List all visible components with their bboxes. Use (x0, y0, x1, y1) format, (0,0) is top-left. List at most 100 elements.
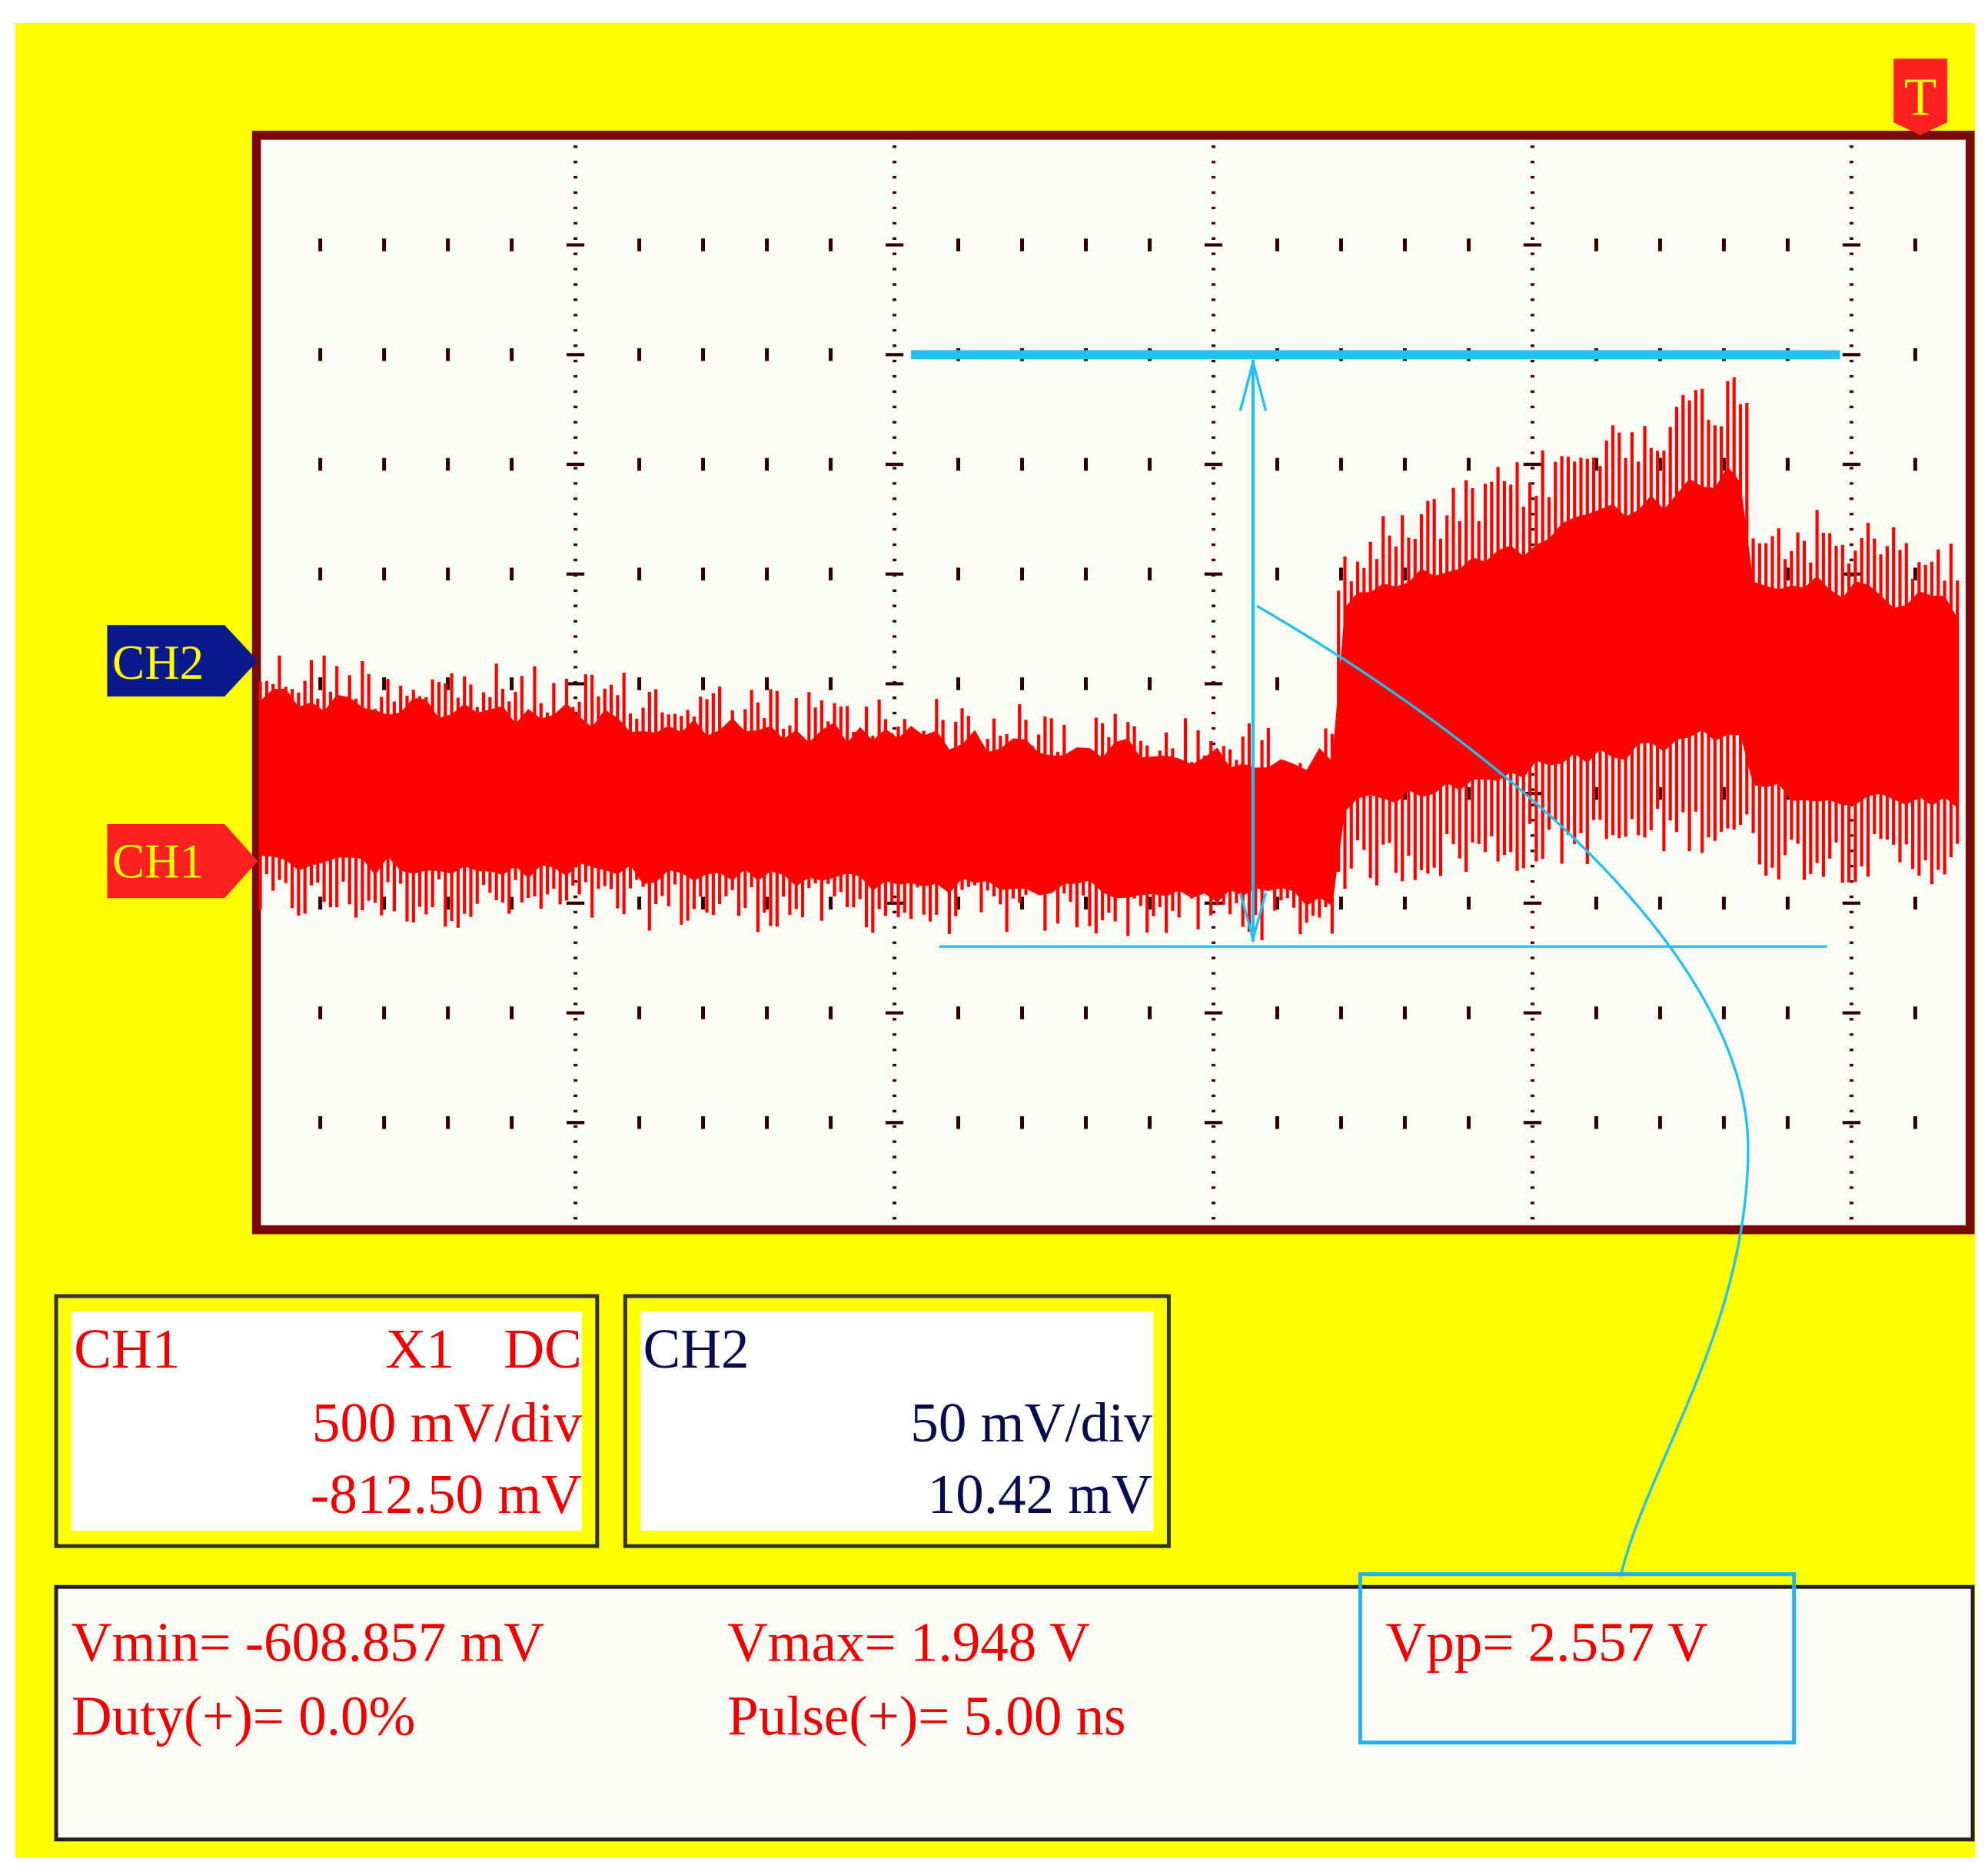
trigger-marker: T (1893, 58, 1947, 135)
measurement-panel: Vmin= -608.857 mV Vmax= 1.948 V Vpp= 2.5… (54, 1572, 1975, 1842)
grid-dot (1657, 238, 1662, 251)
grid-dot (510, 238, 514, 251)
grid-dot (1785, 567, 1790, 581)
grid-dot (510, 457, 514, 471)
grid-dot (1785, 457, 1790, 471)
grid-dot (701, 1115, 706, 1129)
vpp-highlight (1358, 1572, 1797, 1745)
grid-dot (1084, 238, 1088, 251)
grid-dot (1466, 896, 1471, 910)
grid-dot (1148, 896, 1152, 910)
grid-dot (1721, 1115, 1726, 1129)
grid-dot (1402, 457, 1407, 471)
grid-dot (637, 1006, 642, 1019)
ch1-marker-label: CH1 (112, 835, 204, 889)
grid-dot (446, 348, 450, 361)
ch2-panel-body (640, 1311, 1154, 1531)
grid-dot (1594, 1006, 1598, 1019)
ch1-coupling: DC (504, 1318, 581, 1380)
grid-dot (956, 677, 961, 690)
grid-dot (637, 677, 642, 690)
grid-dot (956, 1115, 961, 1129)
grid-dot (1275, 567, 1279, 581)
grid-dot (829, 457, 833, 471)
grid-dot (1657, 896, 1662, 910)
grid-dot (318, 567, 323, 581)
grid-dot (446, 238, 450, 251)
grid-dot (701, 348, 706, 361)
grid-dot (765, 348, 770, 361)
grid-dot (1913, 1006, 1917, 1019)
grid-dot (1275, 677, 1279, 690)
grid-dot (956, 896, 961, 910)
ch1-marker: CH1 (107, 823, 258, 899)
grid-dot (318, 457, 323, 471)
grid-dot (637, 457, 642, 471)
pulse-width: Pulse(+)= 5.00 ns (727, 1685, 1125, 1747)
callout-line (1256, 604, 1750, 1577)
grid-dot (318, 677, 323, 690)
grid-dot (1913, 567, 1917, 581)
grid-dot (701, 896, 706, 910)
grid-dot (1913, 348, 1917, 361)
grid-dot (1594, 896, 1598, 910)
ch1-panel: CH1 X1 DC 500 mV/div -812.50 mV (54, 1294, 600, 1548)
grid-dot (1338, 896, 1343, 910)
grid-dot (1148, 1115, 1152, 1129)
grid-dot (446, 457, 450, 471)
grid-dot (1148, 677, 1152, 690)
grid-dot (318, 348, 323, 361)
grid-dot (1402, 1006, 1407, 1019)
grid-dot (1338, 567, 1343, 581)
ch2-flag (107, 625, 258, 697)
grid-dot (1913, 238, 1917, 251)
cursors (911, 350, 1840, 1577)
grid-dot (701, 567, 706, 581)
ch1-flag (107, 823, 258, 899)
grid-dot (765, 896, 770, 910)
grid-dot (1275, 1006, 1279, 1019)
grid-dot (318, 1115, 323, 1129)
grid-dot (701, 677, 706, 690)
grid-dot (1594, 1115, 1598, 1129)
ch2-scale: 50 mV/div (910, 1391, 1152, 1454)
ch1-title: CH1 (74, 1318, 180, 1380)
grid-dot (1338, 238, 1343, 251)
ch2-title: CH2 (643, 1318, 750, 1380)
grid-dot (829, 567, 833, 581)
grid-dot (1721, 786, 1726, 800)
grid-dot (1594, 238, 1598, 251)
duty: Duty(+)= 0.0% (71, 1685, 415, 1747)
grid-dot (1913, 896, 1917, 910)
grid-dot (956, 567, 961, 581)
ch1-offset: -812.50 mV (311, 1463, 582, 1525)
grid-dot (829, 1006, 833, 1019)
grid-dot (446, 1115, 450, 1129)
grid-dot (1020, 896, 1025, 910)
grid-dot (382, 457, 387, 471)
grid-dot (1402, 1115, 1407, 1129)
grid-dot (1466, 1115, 1471, 1129)
grid-dot (446, 896, 450, 910)
measurement-frame (54, 1584, 1975, 1842)
grid-dot (1020, 567, 1025, 581)
grid-dot (1721, 1006, 1726, 1019)
grid-dot (1594, 786, 1598, 800)
grid-dot (510, 1115, 514, 1129)
trigger-flag (1893, 58, 1947, 135)
grid-dot (510, 1006, 514, 1019)
grid-dot (956, 1006, 961, 1019)
grid-dot (1657, 1006, 1662, 1019)
grid-dot (1402, 896, 1407, 910)
grid-dot (1466, 238, 1471, 251)
grid-dot (382, 896, 387, 910)
grid-dot (1721, 896, 1726, 910)
grid-dot (1020, 1006, 1025, 1019)
grid-dot (637, 567, 642, 581)
grid-dot (510, 348, 514, 361)
grid-dot (829, 677, 833, 690)
grid-dot (1084, 896, 1088, 910)
grid-dot (1148, 457, 1152, 471)
grid-dot (1020, 457, 1025, 471)
grid-dot (1020, 1115, 1025, 1129)
